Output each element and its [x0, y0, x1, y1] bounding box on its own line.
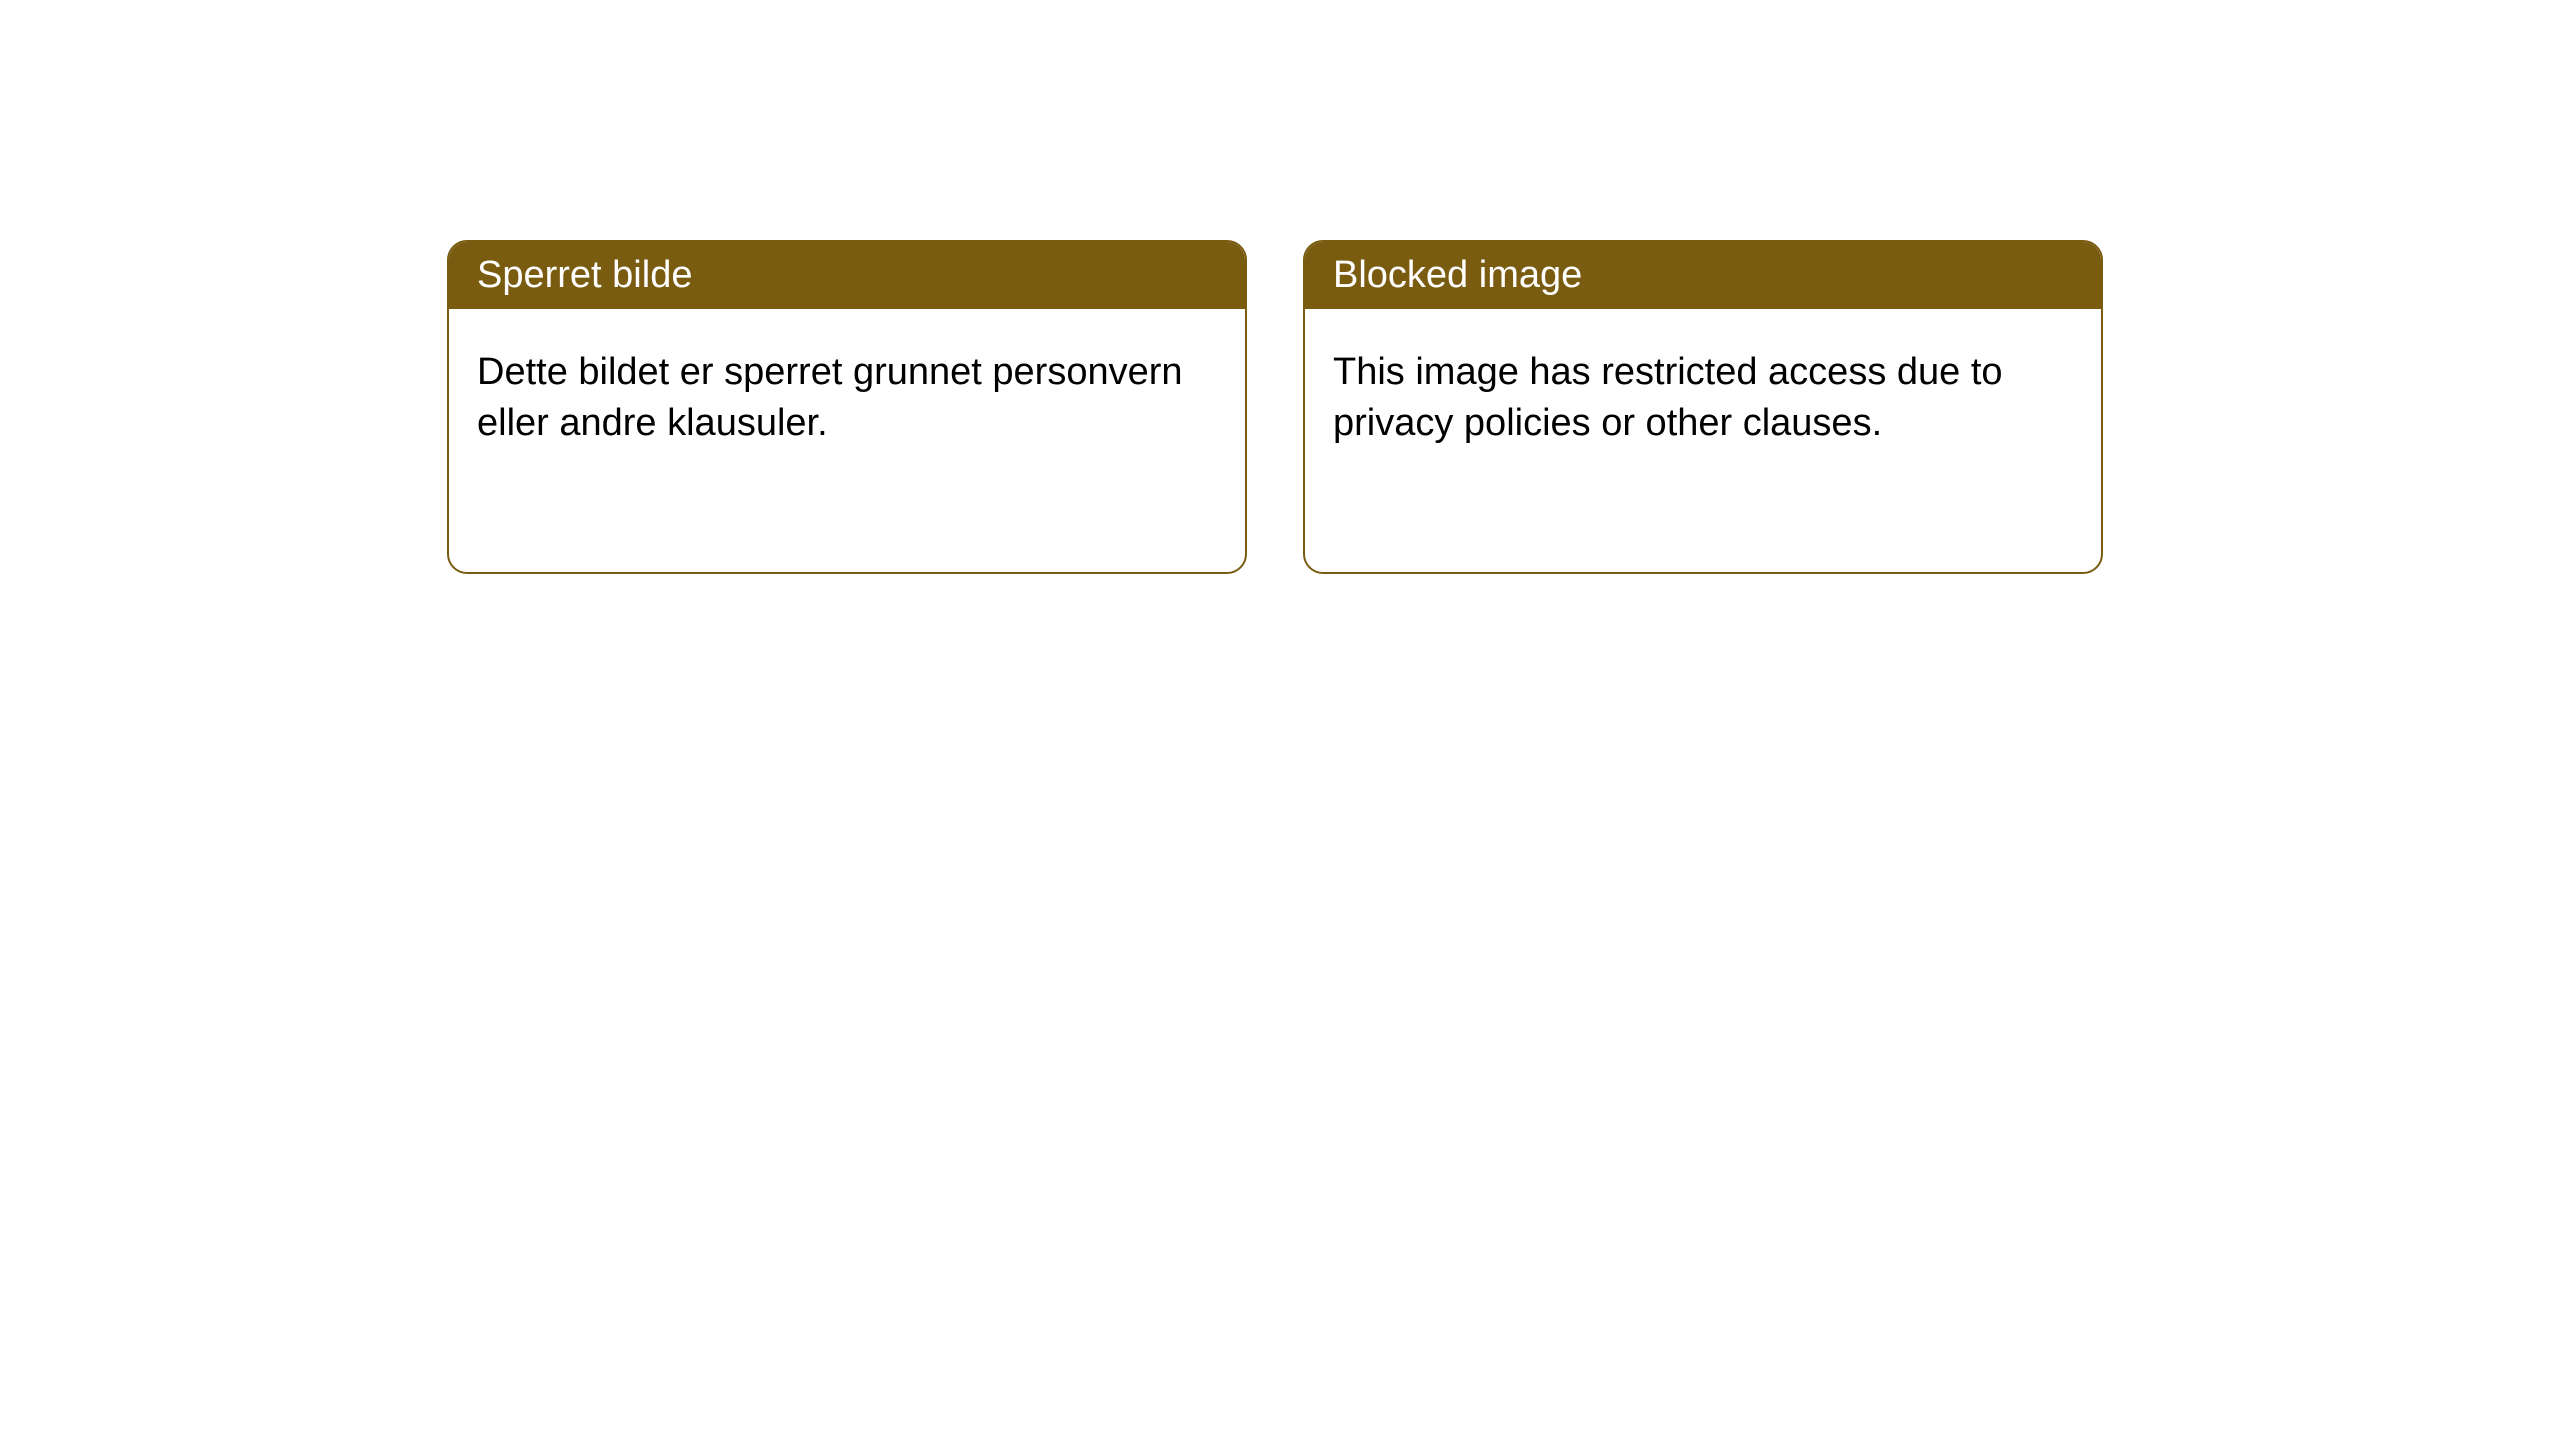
notice-box-norwegian: Sperret bilde Dette bildet er sperret gr…: [447, 240, 1247, 574]
notice-box-english: Blocked image This image has restricted …: [1303, 240, 2103, 574]
notice-container: Sperret bilde Dette bildet er sperret gr…: [447, 240, 2103, 574]
notice-header: Sperret bilde: [449, 242, 1245, 309]
notice-body: This image has restricted access due to …: [1305, 309, 2101, 488]
notice-body: Dette bildet er sperret grunnet personve…: [449, 309, 1245, 488]
notice-header: Blocked image: [1305, 242, 2101, 309]
